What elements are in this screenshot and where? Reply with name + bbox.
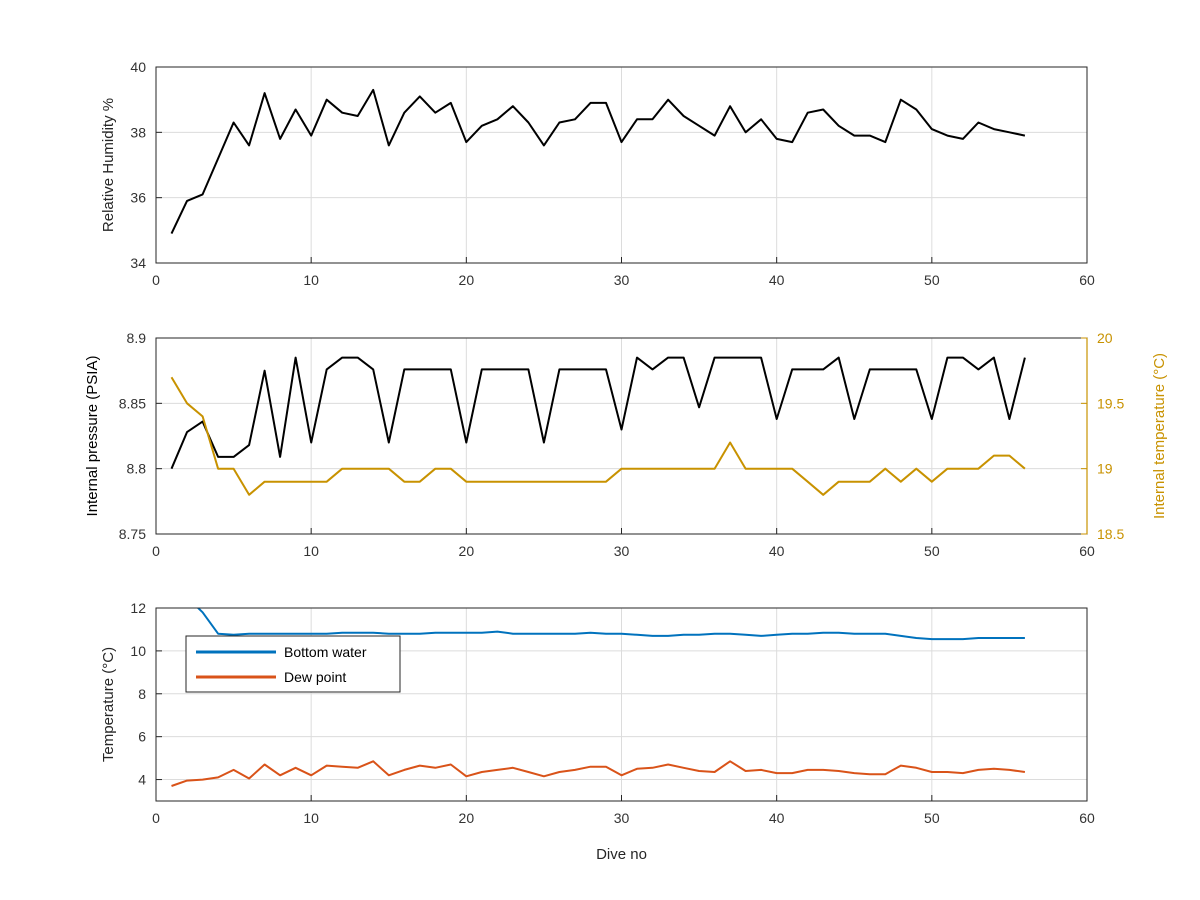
y-tick-label: 8.9 — [127, 330, 147, 346]
x-tick-label: 60 — [1079, 543, 1095, 559]
temperature-right-y-ticks: 18.5 19 19.5 20 — [1081, 330, 1124, 542]
dew-point-line — [171, 760, 1026, 787]
y-tick-label: 38 — [130, 124, 146, 140]
right-y-tick-label: 20 — [1097, 330, 1113, 346]
x-tick-label: 60 — [1079, 810, 1095, 826]
legend-box — [185, 635, 401, 693]
x-tick-label: 20 — [459, 272, 475, 288]
x-tick-label: 0 — [152, 272, 160, 288]
pressure-y-axis-label: Internal pressure (PSIA) — [84, 356, 101, 517]
x-tick-label: 20 — [459, 810, 475, 826]
temperature-panel: 0 10 20 30 40 50 60 4 6 8 10 12 Temperature (°C) D… — [100, 600, 1095, 863]
relative-humidity-line — [170, 88, 1026, 235]
legend-label-bottom-water: Bottom water — [284, 644, 367, 660]
x-tick-label: 10 — [303, 272, 319, 288]
y-tick-label: 40 — [130, 59, 146, 75]
humidity-panel: 0 10 20 30 40 50 60 34 36 38 40 Relative Humidity… — [100, 59, 1095, 288]
x-tick-label: 60 — [1079, 272, 1095, 288]
pressure-panel: 0 10 20 30 40 50 60 8.75 8.8 8.85 8.9 18.5 19 19.5 2… — [84, 330, 1168, 559]
x-tick-label: 50 — [924, 543, 940, 559]
pressure-x-ticks: 0 10 20 30 40 50 60 — [152, 528, 1095, 559]
x-tick-label: 30 — [614, 543, 630, 559]
humidity-x-ticks: 0 10 20 30 40 50 60 — [152, 257, 1095, 288]
pressure-grid — [155, 337, 1088, 535]
internal-pressure-line — [170, 356, 1026, 470]
x-tick-label: 10 — [303, 810, 319, 826]
pressure-y-ticks: 8.75 8.8 8.85 8.9 — [119, 330, 162, 542]
temperature-y-ticks: 4 6 8 10 12 — [130, 600, 162, 788]
y-tick-label: 10 — [130, 643, 146, 659]
humidity-y-ticks: 34 36 38 40 — [130, 59, 162, 271]
x-tick-label: 30 — [614, 272, 630, 288]
x-tick-label: 0 — [152, 543, 160, 559]
temperature-y-axis-label: Temperature (°C) — [100, 647, 117, 762]
x-tick-label: 0 — [152, 810, 160, 826]
x-tick-label: 40 — [769, 543, 785, 559]
temperature-x-ticks: 0 10 20 30 40 50 60 — [152, 795, 1095, 826]
legend: Bottom water Dew point — [185, 635, 401, 693]
y-tick-label: 8.8 — [127, 461, 147, 477]
y-tick-label: 4 — [138, 772, 146, 788]
humidity-series — [170, 88, 1026, 235]
y-tick-label: 12 — [130, 600, 146, 616]
x-tick-label: 40 — [769, 272, 785, 288]
x-tick-label: 50 — [924, 810, 940, 826]
legend-label-dew-point: Dew point — [284, 669, 346, 685]
x-tick-label: 20 — [459, 543, 475, 559]
right-y-tick-label: 18.5 — [1097, 526, 1124, 542]
y-tick-label: 8.85 — [119, 395, 146, 411]
humidity-grid — [155, 66, 1088, 264]
bottom-water-line — [196, 608, 1025, 641]
internal-temperature-y-axis-label: Internal temperature (°C) — [1151, 353, 1168, 519]
y-tick-label: 34 — [130, 255, 146, 271]
pressure-series — [170, 356, 1026, 496]
x-axis-label-dive-no: Dive no — [596, 846, 647, 863]
right-y-tick-label: 19.5 — [1097, 395, 1124, 411]
temperature-series — [171, 608, 1026, 787]
y-tick-label: 6 — [138, 729, 146, 745]
internal-temperature-line — [170, 376, 1026, 496]
x-tick-label: 10 — [303, 543, 319, 559]
y-tick-label: 8.75 — [119, 526, 146, 542]
y-tick-label: 36 — [130, 190, 146, 206]
humidity-y-axis-label: Relative Humidity % — [100, 98, 117, 232]
x-tick-label: 50 — [924, 272, 940, 288]
x-tick-label: 40 — [769, 810, 785, 826]
x-tick-label: 30 — [614, 810, 630, 826]
right-y-tick-label: 19 — [1097, 461, 1113, 477]
y-tick-label: 8 — [138, 686, 146, 702]
